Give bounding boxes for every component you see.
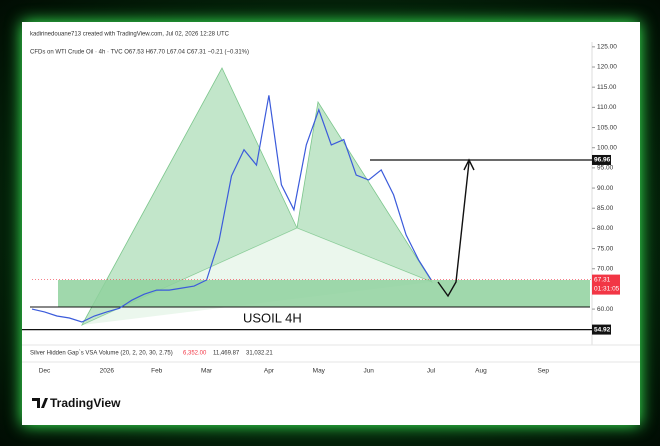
- y-tick-label: 105.00: [597, 124, 617, 131]
- y-tick-label: 110.00: [597, 104, 617, 111]
- symbol-title: CFDs on WTI Crude Oil · 4h · TVC O67.53 …: [30, 50, 249, 56]
- y-tick-label: 120.00: [597, 64, 617, 71]
- y-tick-label: 75.00: [597, 245, 614, 252]
- indicator-value: 31,032.21: [246, 351, 273, 357]
- y-tick-label: 60.00: [597, 306, 614, 313]
- y-tick-label: 90.00: [597, 185, 614, 192]
- y-tick-label: 115.00: [597, 84, 617, 91]
- y-tick-label: 125.00: [597, 44, 617, 51]
- logo-mark: [32, 398, 48, 408]
- x-tick-label: 2026: [100, 368, 115, 375]
- x-tick-label: Sep: [537, 368, 549, 375]
- last-price-box: [592, 274, 620, 295]
- projection-arrow: [437, 161, 470, 298]
- x-tick-label: Jul: [427, 368, 436, 375]
- x-tick-label: May: [313, 368, 326, 375]
- x-tick-label: Apr: [264, 368, 275, 375]
- annotation: USOIL 4H: [243, 310, 302, 325]
- demand-zone: [58, 280, 590, 307]
- price-label-box: [592, 154, 611, 165]
- x-tick-label: Feb: [151, 368, 163, 375]
- y-tick-label: 70.00: [597, 265, 614, 272]
- price-label: 96.96: [594, 157, 611, 164]
- x-tick-label: Dec: [39, 368, 51, 375]
- y-tick-label: 95.00: [597, 165, 614, 172]
- y-tick-label: 85.00: [597, 205, 614, 212]
- last-price-label: 67.31: [594, 276, 611, 283]
- x-tick-label: Jun: [363, 368, 374, 375]
- indicator-value: 6,352.00: [183, 351, 207, 357]
- logo: TradingView: [32, 396, 121, 410]
- indicator-value: 11,469.87: [213, 351, 240, 357]
- price-line: [31, 95, 432, 323]
- y-tick-label: 80.00: [597, 225, 614, 232]
- x-tick-label: Mar: [201, 368, 213, 375]
- x-tick-label: Aug: [475, 368, 487, 375]
- indicator: Silver Hidden Gap`s VSA Volume (20, 2, 2…: [30, 351, 173, 357]
- price-label: 54.92: [594, 326, 611, 333]
- logo-text: TradingView: [50, 396, 121, 410]
- countdown: 01:31:05: [594, 285, 620, 292]
- price-label-box: [592, 324, 611, 335]
- header: kadirinedouane713 created with TradingVi…: [30, 32, 230, 38]
- y-tick-label: 100.00: [597, 144, 617, 151]
